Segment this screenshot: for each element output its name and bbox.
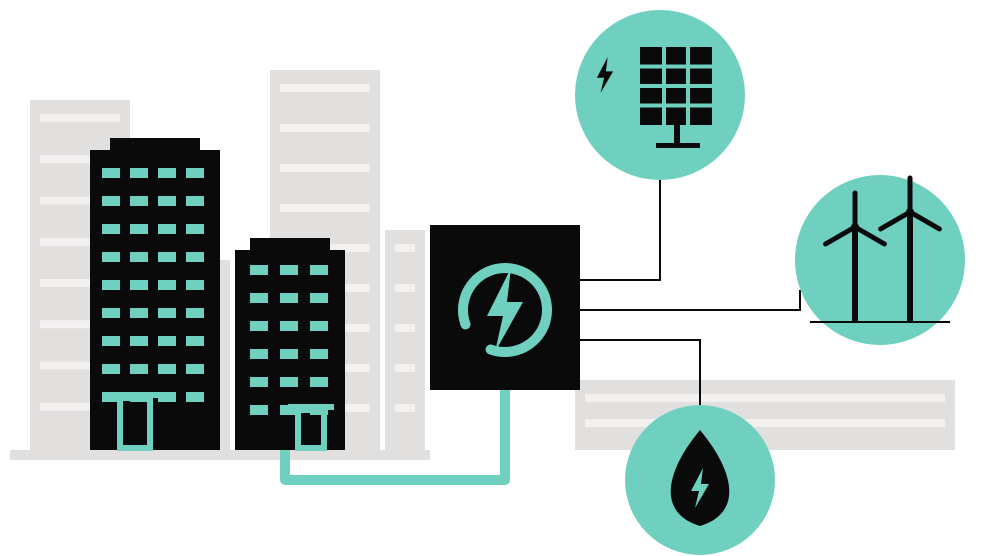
power-hub xyxy=(430,225,580,390)
wind-turbine-node xyxy=(795,175,965,345)
solar-panel-node xyxy=(575,10,745,180)
hydro-power-node xyxy=(625,405,775,555)
hub-connector xyxy=(580,290,800,310)
energy-infographic xyxy=(0,0,990,556)
